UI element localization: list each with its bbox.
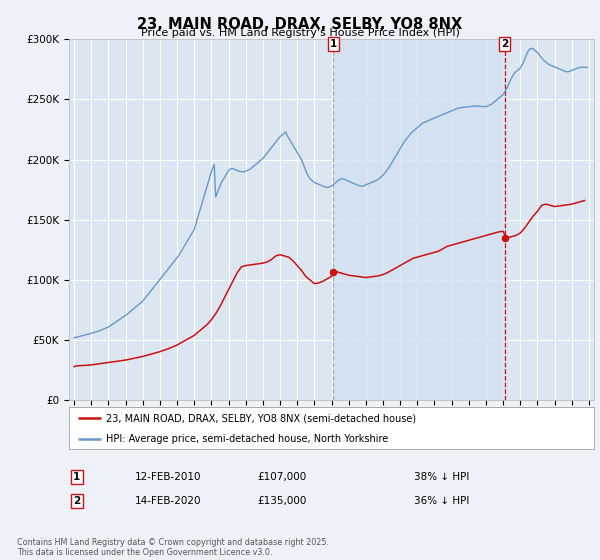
Text: 36% ↓ HPI: 36% ↓ HPI	[414, 496, 469, 506]
Text: 14-FEB-2020: 14-FEB-2020	[135, 496, 202, 506]
Text: 2: 2	[502, 39, 509, 49]
Point	[500, 234, 510, 242]
Text: Contains HM Land Registry data © Crown copyright and database right 2025.
This d: Contains HM Land Registry data © Crown c…	[17, 538, 329, 557]
Text: HPI: Average price, semi-detached house, North Yorkshire: HPI: Average price, semi-detached house,…	[106, 434, 388, 444]
Text: £107,000: £107,000	[257, 472, 307, 482]
Text: 38% ↓ HPI: 38% ↓ HPI	[414, 472, 469, 482]
Bar	[334, 39, 505, 400]
Text: 1: 1	[330, 39, 337, 49]
Text: 23, MAIN ROAD, DRAX, SELBY, YO8 8NX (semi-detached house): 23, MAIN ROAD, DRAX, SELBY, YO8 8NX (sem…	[106, 413, 416, 423]
Text: 12-FEB-2010: 12-FEB-2010	[135, 472, 202, 482]
Text: 1: 1	[73, 472, 80, 482]
Text: 23, MAIN ROAD, DRAX, SELBY, YO8 8NX: 23, MAIN ROAD, DRAX, SELBY, YO8 8NX	[137, 17, 463, 32]
Text: Price paid vs. HM Land Registry's House Price Index (HPI): Price paid vs. HM Land Registry's House …	[140, 28, 460, 38]
Text: 2: 2	[73, 496, 80, 506]
Point	[329, 267, 338, 276]
Text: £135,000: £135,000	[257, 496, 307, 506]
